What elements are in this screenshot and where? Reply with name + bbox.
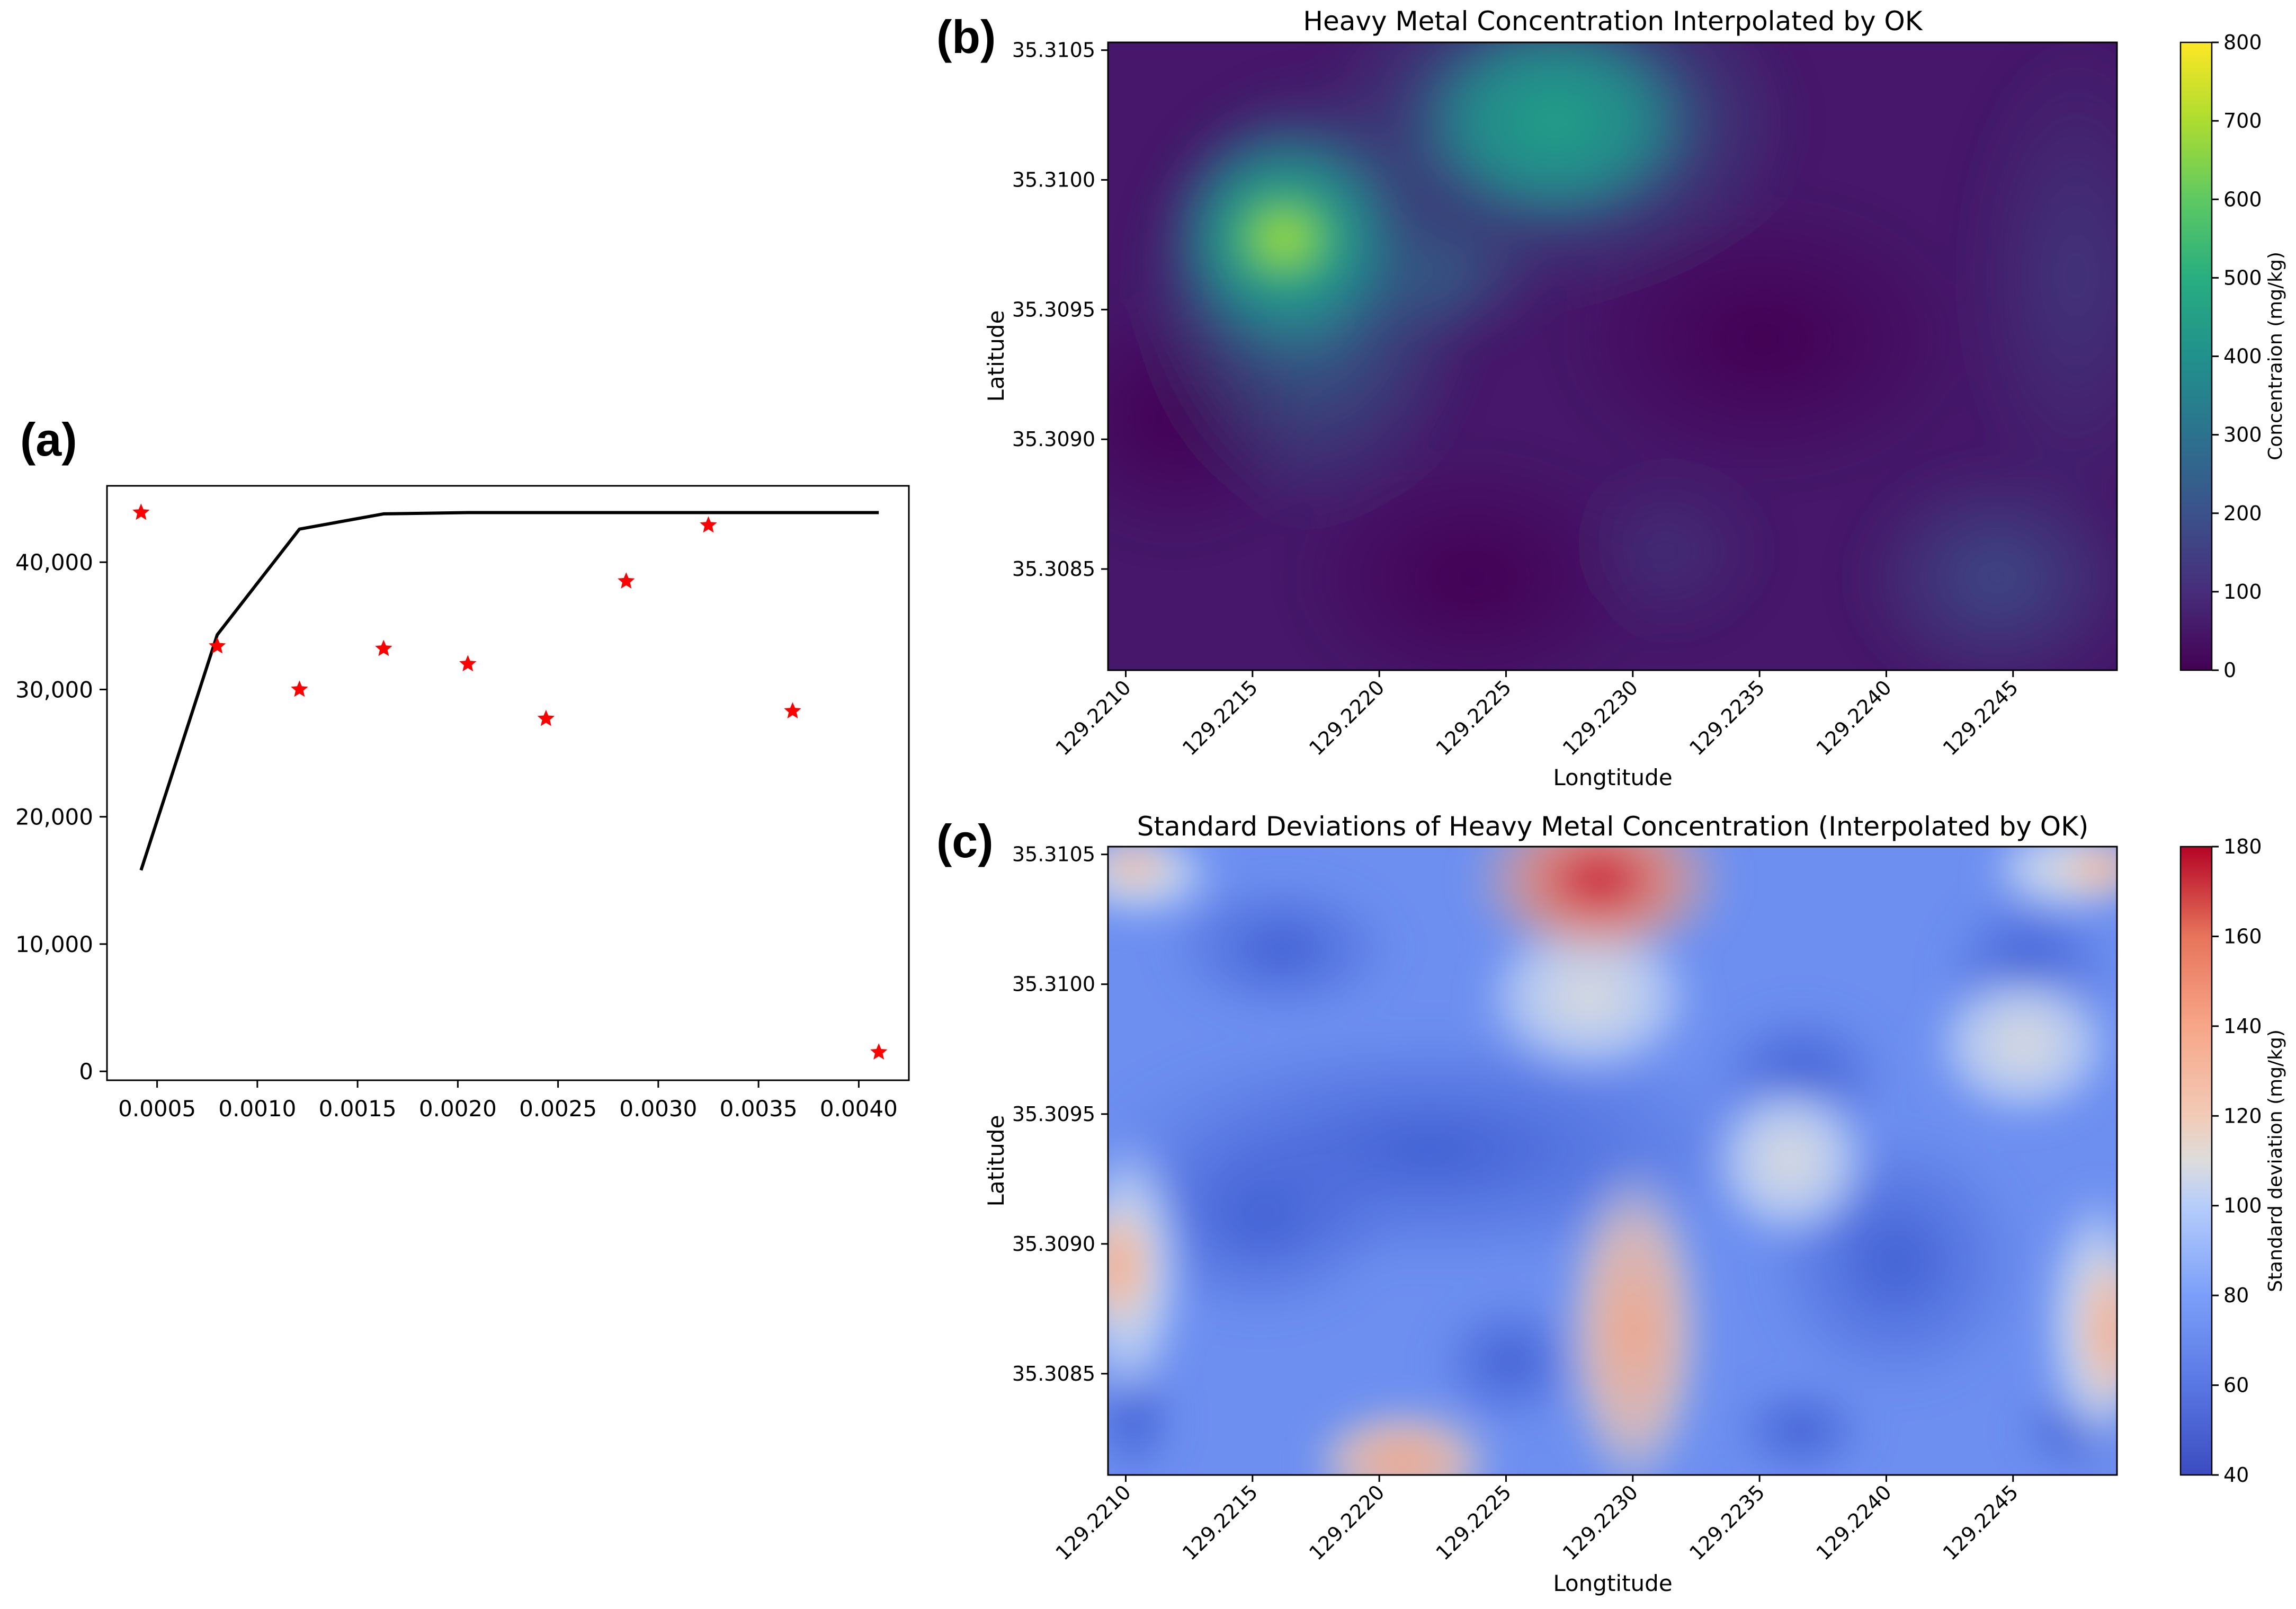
plot-a-x-ticks: 0.0005 0.0010 0.0015 0.0020 0.0025 0.0030 0.00…	[118, 1080, 898, 1122]
x-tick-label: 0.0020	[419, 1096, 497, 1122]
panel-a-letter: (a)	[20, 413, 77, 466]
colorbar-b-ticks: 0 100 200 300 400 500 600 700 800	[2212, 31, 2262, 682]
semivariance-point	[375, 639, 392, 656]
heatmap-c-y-ticks: 35.3085 35.3090 35.3095 35.3100 35.3105	[1012, 843, 1108, 1385]
panel-b: (b) Heavy Metal Concentration Interpolat…	[936, 6, 2286, 790]
colorbar-tick-label: 160	[2223, 924, 2262, 948]
colorbar-c-label: Standard deviation (mg/kg)	[2265, 1029, 2286, 1292]
x-tick-label: 129.2235	[1685, 675, 1769, 760]
panel-a: (a) 0.0005 0.0010 0.0015 0.0020 0.0025 0.0030…	[15, 413, 910, 1122]
plot-a-marks	[132, 503, 888, 1060]
semivariance-point	[700, 516, 717, 533]
y-tick-label: 35.3100	[1012, 973, 1095, 996]
colorbar-b	[2179, 41, 2213, 671]
x-tick-label: 129.2245	[1938, 1480, 2023, 1564]
heatmap-b-xlabel: Longtitude	[1553, 765, 1672, 790]
x-tick-label: 129.2210	[1051, 675, 1136, 760]
colorbar-tick-label: 60	[2223, 1374, 2249, 1397]
panel-c: (c) Standard Deviations of Heavy Metal C…	[936, 811, 2286, 1596]
heatmap-c-frame	[1107, 846, 2118, 1476]
x-tick-label: 129.2230	[1558, 1480, 1642, 1564]
heatmap-c-xlabel: Longtitude	[1553, 1570, 1672, 1596]
panel-b-letter: (b)	[936, 11, 996, 63]
heatmap-b-image	[1108, 42, 2117, 670]
colorbar-tick-label: 100	[2223, 580, 2262, 603]
semivariance-point	[132, 503, 150, 520]
y-tick-label: 10,000	[15, 931, 93, 957]
colorbar-tick-label: 500	[2223, 266, 2262, 289]
colorbar-tick-label: 600	[2223, 188, 2262, 211]
x-tick-label: 0.0025	[519, 1096, 597, 1122]
heatmap-b-title: Heavy Metal Concentration Interpolated b…	[1303, 6, 1923, 37]
colorbar-tick-label: 100	[2223, 1194, 2262, 1217]
x-tick-label: 129.2245	[1938, 675, 2023, 760]
x-tick-label: 129.2225	[1432, 675, 1516, 760]
semivariance-point	[209, 637, 226, 654]
y-tick-label: 35.3095	[1012, 1103, 1095, 1126]
x-tick-label: 129.2235	[1685, 1480, 1769, 1564]
y-tick-label: 35.3095	[1012, 298, 1095, 321]
x-tick-label: 0.0010	[218, 1096, 296, 1122]
x-tick-label: 0.0005	[118, 1096, 196, 1122]
y-tick-label: 35.3090	[1012, 1232, 1095, 1256]
colorbar-tick-label: 400	[2223, 345, 2262, 368]
heatmap-c-title: Standard Deviations of Heavy Metal Conce…	[1137, 811, 2089, 842]
heatmap-b-ylabel: Latitude	[983, 310, 1009, 402]
colorbar-b-label: Concentraion (mg/kg)	[2265, 252, 2286, 460]
x-tick-label: 129.2225	[1432, 1480, 1516, 1564]
semivariance-point	[459, 655, 477, 672]
colorbar-tick-label: 140	[2223, 1015, 2262, 1038]
heatmap-b-frame	[1107, 41, 2118, 671]
colorbar-tick-label: 300	[2223, 423, 2262, 447]
colorbar-c-ticks: 40 60 80 100 120 140 160 180	[2212, 835, 2262, 1487]
panel-c-letter: (c)	[936, 815, 994, 867]
x-tick-label: 129.2210	[1051, 1480, 1136, 1564]
plot-a-y-ticks: 0 10,000 20,000 30,000 40,000	[15, 549, 107, 1084]
x-tick-label: 129.2240	[1811, 1480, 1896, 1564]
x-tick-label: 0.0035	[720, 1096, 798, 1122]
x-tick-label: 129.2220	[1305, 1480, 1389, 1564]
y-tick-label: 35.3090	[1012, 428, 1095, 451]
y-tick-label: 35.3105	[1012, 843, 1095, 866]
x-tick-label: 129.2215	[1178, 675, 1262, 760]
x-tick-label: 129.2230	[1558, 675, 1642, 760]
x-tick-label: 129.2220	[1305, 675, 1389, 760]
heatmap-c-ylabel: Latitude	[983, 1115, 1009, 1207]
y-tick-label: 40,000	[15, 549, 93, 575]
heatmap-b-x-ticks: 129.2210 129.2215 129.2220 129.2225 129.2230…	[1051, 670, 2023, 760]
y-tick-label: 0	[79, 1059, 93, 1084]
fitted-model-line	[139, 511, 879, 871]
x-tick-label: 129.2240	[1811, 675, 1896, 760]
x-tick-label: 0.0040	[820, 1096, 898, 1122]
y-tick-label: 20,000	[15, 804, 93, 830]
semivariance-point	[784, 702, 801, 718]
x-tick-label: 129.2215	[1178, 1480, 1262, 1564]
y-tick-label: 35.3105	[1012, 39, 1095, 62]
heatmap-c-image	[1108, 847, 2117, 1475]
colorbar-tick-label: 800	[2223, 31, 2262, 54]
y-tick-label: 35.3085	[1012, 557, 1095, 581]
heatmap-b-y-ticks: 35.3085 35.3090 35.3095 35.3100 35.3105	[1012, 39, 1108, 581]
colorbar-c	[2179, 846, 2213, 1476]
colorbar-tick-label: 700	[2223, 109, 2262, 132]
colorbar-tick-label: 200	[2223, 502, 2262, 525]
colorbar-tick-label: 180	[2223, 835, 2262, 858]
colorbar-tick-label: 0	[2223, 659, 2236, 682]
plot-a-frame	[106, 485, 910, 1081]
heatmap-c-x-ticks: 129.2210 129.2215 129.2220 129.2225 129.2230…	[1051, 1475, 2023, 1565]
y-tick-label: 35.3100	[1012, 168, 1095, 192]
y-tick-label: 35.3085	[1012, 1362, 1095, 1385]
x-tick-label: 0.0030	[619, 1096, 697, 1122]
semivariance-point	[618, 572, 635, 589]
colorbar-tick-label: 120	[2223, 1104, 2262, 1127]
x-tick-label: 0.0015	[319, 1096, 397, 1122]
semivariance-point	[291, 680, 308, 697]
semivariance-point	[537, 709, 555, 726]
colorbar-tick-label: 80	[2223, 1284, 2249, 1307]
colorbar-tick-label: 40	[2223, 1463, 2249, 1487]
semivariance-point	[870, 1043, 888, 1060]
y-tick-label: 30,000	[15, 677, 93, 703]
